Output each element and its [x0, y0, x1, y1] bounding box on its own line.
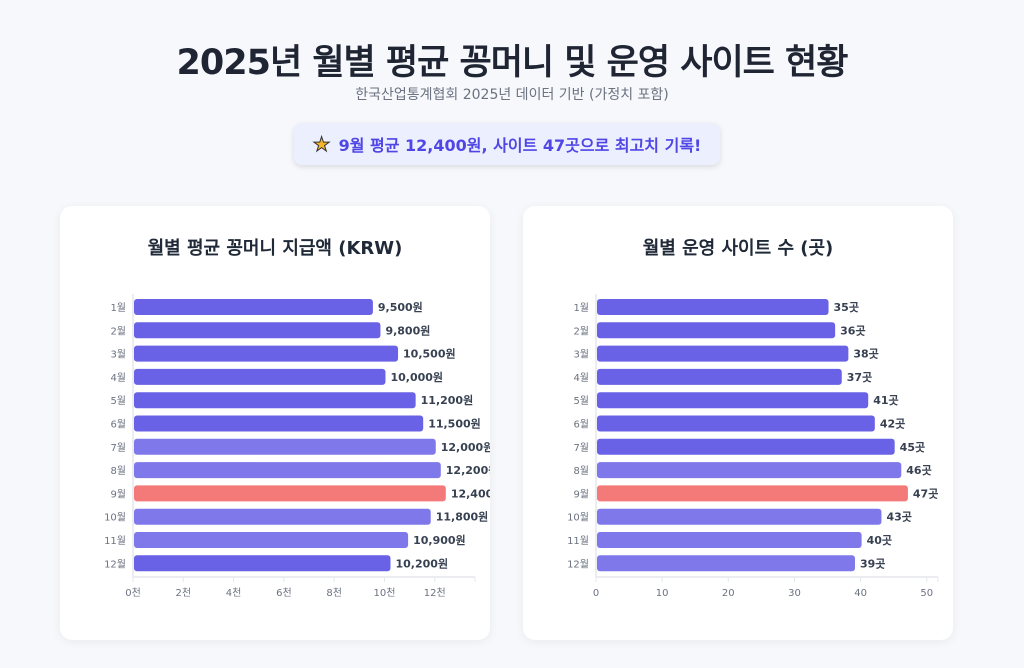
y-tick-label: 11월	[567, 535, 589, 547]
star-icon: ★	[312, 132, 331, 157]
highlight-badge: ★ 9월 평균 12,400원, 사이트 47곳으로 최고치 기록!	[294, 123, 720, 165]
bar	[597, 322, 836, 339]
bar	[597, 345, 849, 362]
y-tick-label: 10월	[567, 512, 589, 524]
data-label: 10,000원	[390, 370, 443, 384]
data-label: 9,500원	[378, 300, 423, 314]
y-tick-label: 6월	[110, 419, 126, 431]
bar	[134, 299, 373, 315]
x-tick-label: 50	[920, 588, 933, 599]
y-tick-label: 7월	[573, 442, 589, 454]
y-tick-label: 8월	[110, 465, 126, 477]
chart-card-amount: 월별 평균 꽁머니 지급액 (KRW) 1월 9,500원 2월 9,800원 3월 10…	[60, 206, 490, 640]
highlight-text: 9월 평균 12,400원, 사이트 47곳으로 최고치 기록!	[338, 136, 702, 155]
data-label: 11,200원	[421, 393, 474, 407]
data-label: 40곳	[867, 534, 892, 547]
y-tick-label: 12월	[104, 558, 126, 570]
data-label: 10,900원	[413, 533, 466, 547]
data-label: 43곳	[886, 511, 911, 524]
data-label: 35곳	[834, 301, 859, 314]
data-label: 37곳	[847, 371, 872, 384]
data-label: 47곳	[913, 487, 938, 500]
data-label: 39곳	[860, 557, 885, 570]
x-tick-label: 20	[722, 588, 735, 599]
y-tick-label: 6월	[573, 419, 589, 431]
chart-title: 월별 운영 사이트 수 (곳)	[642, 238, 834, 259]
bar	[597, 438, 895, 455]
y-tick-label: 4월	[573, 372, 589, 384]
data-label: 38곳	[853, 348, 878, 361]
y-tick-label: 1월	[573, 302, 589, 314]
data-label: 12,400원	[451, 486, 490, 500]
data-label: 10,500원	[403, 347, 456, 361]
y-tick-label: 2월	[110, 325, 126, 337]
y-tick-label: 9월	[110, 488, 126, 500]
x-tick-label: 2천	[176, 587, 192, 599]
bar-chart-amount: 1월 9,500원 2월 9,800원 3월 10,500원 4월 10,000원 5월 11,2…	[104, 294, 490, 599]
bar	[134, 392, 416, 409]
y-tick-label: 5월	[110, 395, 126, 407]
bar	[134, 532, 409, 548]
data-label: 10,200원	[396, 556, 449, 570]
bar	[134, 485, 446, 502]
bar-chart-sites: 1월 35곳 2월 36곳 3월 38곳 4월 37곳 5월 41곳 6월 42곳 7월 45곳 8월 46곳…	[567, 294, 939, 599]
bar	[597, 368, 842, 385]
x-tick-label: 0천	[125, 587, 141, 599]
bar	[134, 508, 431, 525]
bar	[597, 555, 855, 572]
bar	[134, 415, 424, 432]
y-tick-label: 7월	[110, 442, 126, 454]
x-tick-label: 10천	[374, 587, 396, 599]
bar	[597, 532, 862, 548]
x-tick-label: 10	[656, 588, 669, 599]
bar	[134, 462, 441, 479]
data-label: 45곳	[900, 441, 925, 454]
x-tick-label: 6천	[276, 587, 292, 599]
data-label: 42곳	[880, 418, 905, 431]
bar	[597, 299, 829, 315]
bar	[597, 462, 902, 479]
data-label: 11,800원	[436, 510, 489, 524]
bar	[597, 485, 908, 502]
y-tick-label: 8월	[573, 465, 589, 477]
x-tick-label: 30	[788, 588, 801, 599]
x-tick-label: 8천	[326, 587, 342, 599]
data-label: 46곳	[906, 464, 931, 477]
x-tick-label: 12천	[424, 587, 446, 599]
page-title: 2025년 월별 평균 꽁머니 및 운영 사이트 현황	[176, 43, 849, 83]
bar	[134, 322, 381, 339]
data-label: 41곳	[873, 394, 898, 407]
y-tick-label: 3월	[110, 349, 126, 361]
bar	[134, 345, 399, 362]
bar	[597, 415, 875, 432]
bar	[134, 438, 436, 455]
bar	[134, 368, 386, 385]
y-tick-label: 12월	[567, 558, 589, 570]
chart-card-sites: 월별 운영 사이트 수 (곳) 1월 35곳 2월 36곳 3월 38곳 4월 37곳 5월 41…	[523, 206, 953, 640]
y-tick-label: 5월	[573, 395, 589, 407]
y-tick-label: 1월	[110, 302, 126, 314]
data-label: 9,800원	[385, 323, 430, 337]
y-tick-label: 11월	[104, 535, 126, 547]
y-tick-label: 9월	[573, 488, 589, 500]
y-tick-label: 2월	[573, 325, 589, 337]
chart-title: 월별 평균 꽁머니 지급액 (KRW)	[147, 238, 403, 259]
data-label: 11,500원	[428, 417, 481, 431]
y-tick-label: 10월	[104, 512, 126, 524]
data-label: 36곳	[840, 324, 865, 337]
data-label: 12,200원	[446, 463, 490, 477]
bar	[597, 392, 869, 409]
y-tick-label: 3월	[573, 349, 589, 361]
data-label: 12,000원	[441, 440, 490, 454]
x-tick-label: 0	[593, 588, 599, 599]
x-tick-label: 4천	[226, 587, 242, 599]
x-tick-label: 40	[854, 588, 867, 599]
page-subtitle: 한국산업통계협회 2025년 데이터 기반 (가정치 포함)	[355, 87, 669, 103]
y-tick-label: 4월	[110, 372, 126, 384]
bar	[597, 508, 882, 525]
bar	[134, 555, 391, 572]
